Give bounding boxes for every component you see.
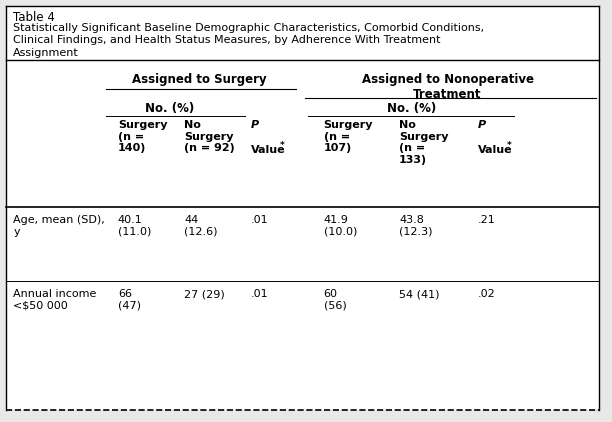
Text: Age, mean (SD),
y: Age, mean (SD), y [13, 215, 105, 237]
Text: 41.9
(10.0): 41.9 (10.0) [324, 215, 357, 237]
Text: Statistically Significant Baseline Demographic Characteristics, Comorbid Conditi: Statistically Significant Baseline Demog… [13, 23, 485, 33]
Text: Assigned to Surgery: Assigned to Surgery [132, 73, 267, 86]
Text: Table 4: Table 4 [13, 11, 55, 24]
Text: 40.1
(11.0): 40.1 (11.0) [118, 215, 151, 237]
Text: Surgery
(n =
107): Surgery (n = 107) [324, 120, 373, 154]
Text: Clinical Findings, and Health Status Measures, by Adherence With Treatment: Clinical Findings, and Health Status Mea… [13, 35, 441, 46]
Text: 27 (29): 27 (29) [184, 289, 225, 299]
Text: 44
(12.6): 44 (12.6) [184, 215, 218, 237]
Text: Surgery
(n =
140): Surgery (n = 140) [118, 120, 168, 154]
Text: No
Surgery
(n =
133): No Surgery (n = 133) [399, 120, 449, 165]
Text: No. (%): No. (%) [387, 102, 436, 115]
Text: No. (%): No. (%) [144, 102, 194, 115]
Text: No
Surgery
(n = 92): No Surgery (n = 92) [184, 120, 235, 154]
Text: P: P [251, 120, 259, 130]
Text: Value: Value [251, 145, 286, 155]
Text: *: * [507, 141, 512, 149]
Text: .01: .01 [251, 289, 269, 299]
Text: Value: Value [478, 145, 512, 155]
Text: Assigned to Nonoperative
Treatment: Assigned to Nonoperative Treatment [362, 73, 534, 100]
Text: .02: .02 [478, 289, 496, 299]
Text: P: P [478, 120, 486, 130]
Text: Assignment: Assignment [13, 48, 79, 58]
Text: *: * [280, 141, 285, 149]
Text: .21: .21 [478, 215, 496, 225]
Text: .01: .01 [251, 215, 269, 225]
Text: Annual income
<$50 000: Annual income <$50 000 [13, 289, 97, 311]
Text: 54 (41): 54 (41) [399, 289, 439, 299]
Text: 66
(47): 66 (47) [118, 289, 141, 311]
Text: 60
(56): 60 (56) [324, 289, 346, 311]
Text: 43.8
(12.3): 43.8 (12.3) [399, 215, 433, 237]
